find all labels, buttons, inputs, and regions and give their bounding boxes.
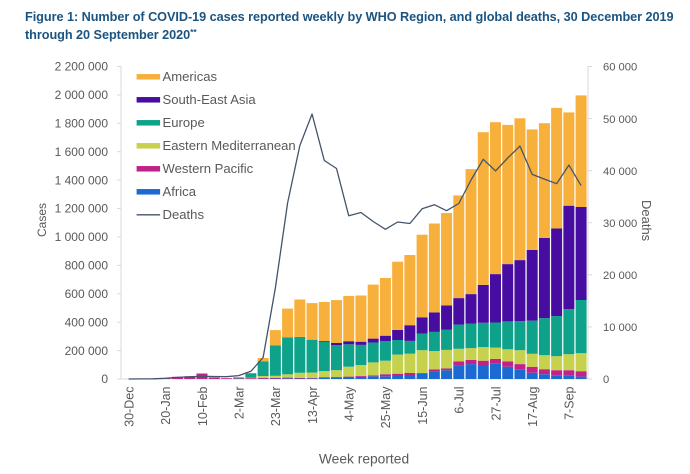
- svg-text:23-Mar: 23-Mar: [269, 387, 283, 427]
- svg-text:South-East Asia: South-East Asia: [163, 92, 257, 107]
- svg-text:200 000: 200 000: [65, 344, 109, 358]
- svg-text:600 000: 600 000: [65, 287, 109, 301]
- svg-text:50 000: 50 000: [603, 114, 637, 126]
- svg-text:2 000 000: 2 000 000: [55, 88, 109, 102]
- svg-text:Eastern Mediterranean: Eastern Mediterranean: [163, 138, 296, 153]
- svg-text:10-Feb: 10-Feb: [196, 386, 210, 426]
- svg-text:7-Sep: 7-Sep: [563, 386, 577, 419]
- svg-text:Western Pacific: Western Pacific: [163, 161, 254, 176]
- svg-text:Cases: Cases: [35, 203, 49, 237]
- svg-text:1 400 000: 1 400 000: [55, 173, 109, 187]
- svg-text:6-Jul: 6-Jul: [453, 387, 467, 414]
- svg-text:60 000: 60 000: [603, 62, 637, 74]
- svg-text:15-Jun: 15-Jun: [416, 386, 430, 424]
- svg-text:20 000: 20 000: [603, 270, 637, 282]
- svg-text:13-Apr: 13-Apr: [306, 387, 320, 425]
- svg-text:4-May: 4-May: [343, 386, 357, 421]
- svg-text:Deaths: Deaths: [163, 207, 205, 222]
- svg-text:1 600 000: 1 600 000: [55, 145, 109, 159]
- svg-text:1 200 000: 1 200 000: [55, 202, 109, 216]
- svg-text:17-Aug: 17-Aug: [526, 386, 540, 426]
- svg-text:2 200 000: 2 200 000: [55, 60, 109, 74]
- svg-text:Americas: Americas: [163, 69, 218, 84]
- svg-text:40 000: 40 000: [603, 166, 637, 178]
- svg-text:400 000: 400 000: [65, 315, 109, 329]
- svg-text:20-Jan: 20-Jan: [159, 386, 173, 424]
- svg-text:800 000: 800 000: [65, 259, 109, 273]
- svg-text:Europe: Europe: [163, 115, 205, 130]
- svg-text:2-Mar: 2-Mar: [233, 387, 247, 420]
- svg-text:1 000 000: 1 000 000: [55, 230, 109, 244]
- svg-text:30 000: 30 000: [603, 218, 637, 230]
- svg-text:30-Dec: 30-Dec: [122, 387, 136, 427]
- svg-text:1 800 000: 1 800 000: [55, 117, 109, 131]
- svg-text:Deaths: Deaths: [639, 200, 654, 242]
- svg-text:Africa: Africa: [163, 184, 197, 199]
- svg-text:27-Jul: 27-Jul: [489, 387, 503, 421]
- svg-text:0: 0: [603, 374, 609, 386]
- svg-text:0: 0: [101, 372, 108, 386]
- svg-text:Week reported: Week reported: [319, 452, 409, 467]
- svg-text:10 000: 10 000: [603, 322, 637, 334]
- svg-text:25-May: 25-May: [379, 386, 393, 428]
